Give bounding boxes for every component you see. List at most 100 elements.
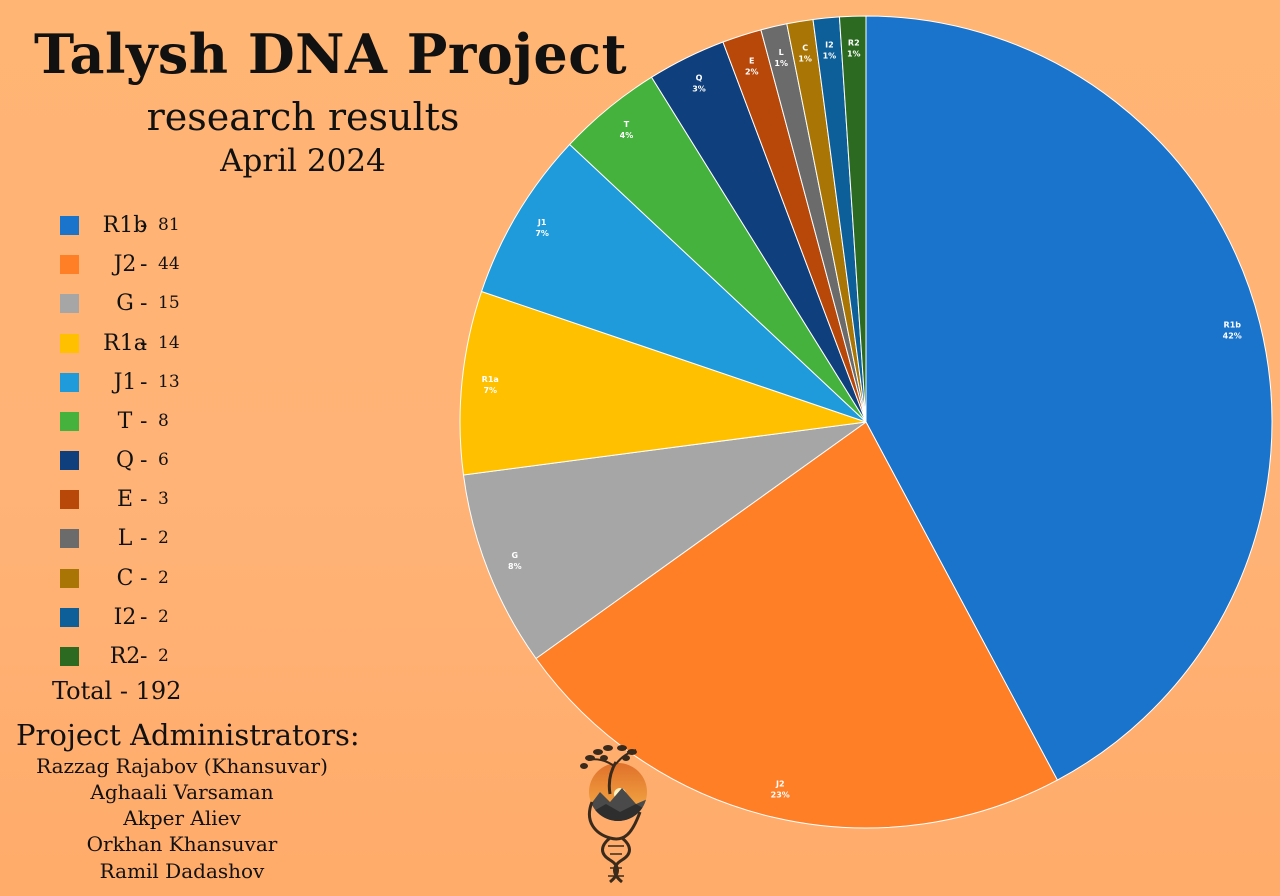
slice-label-name: Q: [696, 73, 703, 82]
legend-label: J2: [113, 251, 137, 277]
slice-label-name: R1a: [482, 375, 499, 384]
slice-label-percent: 42%: [1223, 331, 1242, 340]
admin-name: Akper Aliev: [123, 806, 241, 830]
legend-item-t: T-8: [60, 407, 169, 435]
legend-dash: -: [140, 290, 148, 316]
legend-count: 3: [158, 489, 169, 509]
legend-item-g: G -15: [60, 289, 180, 317]
legend-swatch: [60, 646, 79, 666]
legend-dash: -: [140, 486, 148, 512]
legend-count: 2: [158, 646, 169, 666]
chart-subtitle: research results: [146, 95, 460, 139]
legend-swatch: [60, 568, 79, 588]
legend-swatch: [60, 293, 79, 313]
slice-label-name: I2: [825, 40, 834, 49]
slice-label-percent: 23%: [771, 791, 790, 800]
slice-label-percent: 4%: [620, 131, 634, 140]
pie-slice-r1a: [459, 290, 867, 476]
pie-slice-j2: [535, 421, 1059, 829]
slice-label-name: T: [624, 120, 630, 129]
legend-label: R1b: [102, 212, 148, 238]
slice-label-name: C: [802, 43, 808, 52]
legend-count: 15: [158, 293, 180, 313]
legend-swatch: [60, 528, 79, 548]
legend-count: 44: [158, 254, 180, 274]
legend-label: G: [116, 290, 134, 316]
slice-label-name: L: [779, 48, 784, 57]
legend-count: 2: [158, 607, 169, 627]
admins-title: Project Administrators:: [16, 718, 360, 752]
pie-slice-j1: [480, 143, 867, 423]
legend-label: R2: [109, 643, 141, 669]
legend-total: Total - 192: [52, 677, 182, 705]
pie-slice-r2: [838, 15, 867, 423]
legend-dash: -: [140, 604, 148, 630]
legend-item-r2: R2-2: [60, 642, 169, 670]
slice-label-name: J2: [775, 780, 785, 789]
legend-count: 13: [158, 372, 180, 392]
legend-label: I2: [113, 604, 137, 630]
legend-dash: -: [140, 212, 148, 238]
legend-item-r1b: R1b -81: [60, 211, 180, 239]
slice-label-percent: 1%: [847, 50, 861, 59]
legend-dash: -: [140, 643, 148, 669]
admin-name: Orkhan Khansuvar: [86, 832, 278, 856]
legend-count: 2: [158, 568, 169, 588]
legend-dash: -: [140, 525, 148, 551]
tree-dna-logo-icon: [580, 745, 647, 884]
legend-swatch: [60, 372, 79, 392]
legend-dash: -: [140, 330, 148, 356]
legend-swatch: [60, 215, 79, 235]
admin-name: Razzag Rajabov (Khansuvar): [36, 754, 328, 778]
legend-label: R1a: [103, 330, 147, 356]
legend-label: Q: [115, 447, 135, 473]
slice-label-percent: 1%: [798, 54, 812, 63]
legend-label: E: [116, 486, 134, 512]
legend-item-j2: J2-44: [60, 250, 180, 278]
legend-count: 14: [158, 333, 180, 353]
legend-dash: -: [140, 369, 148, 395]
legend-label: C: [116, 565, 134, 591]
legend-dash: -: [140, 565, 148, 591]
legend-swatch: [60, 489, 79, 509]
legend-item-l: L-2: [60, 524, 169, 552]
legend-item-e: E-3: [60, 485, 169, 513]
legend-item-r1a: R1a -14: [60, 329, 180, 357]
legend-dash: -: [140, 408, 148, 434]
legend-count: 81: [158, 215, 180, 235]
legend-count: 2: [158, 528, 169, 548]
pie-slice-r1b: [865, 15, 1273, 781]
legend-dash: -: [140, 447, 148, 473]
legend-swatch: [60, 607, 79, 627]
slice-label-percent: 1%: [823, 51, 837, 60]
slice-label-name: E: [749, 56, 754, 65]
slice-label-percent: 7%: [483, 386, 497, 395]
legend-count: 6: [158, 450, 169, 470]
slice-label-name: R1b: [1224, 320, 1242, 329]
chart-date: April 2024: [220, 143, 386, 179]
admin-name: Aghaali Varsaman: [90, 780, 274, 804]
slice-label-percent: 7%: [535, 229, 549, 238]
slice-label-name: R2: [848, 39, 860, 48]
legend-count: 8: [158, 411, 169, 431]
slice-label-name: G: [512, 551, 519, 560]
chart-title: Talysh DNA Project: [34, 22, 628, 86]
legend-item-j1: J1-13: [60, 368, 180, 396]
legend-swatch: [60, 450, 79, 470]
legend-label: L: [117, 525, 133, 551]
admin-name: Ramil Dadashov: [99, 859, 265, 883]
legend-label: J1: [113, 369, 137, 395]
legend-item-q: Q-6: [60, 446, 169, 474]
slice-label-percent: 1%: [774, 59, 788, 68]
legend-item-c: C-2: [60, 564, 169, 592]
slice-label-percent: 2%: [745, 67, 759, 76]
slice-label-name: J1: [537, 218, 547, 227]
legend-swatch: [60, 411, 79, 431]
legend-label: T: [117, 408, 133, 434]
legend-swatch: [60, 333, 79, 353]
slice-label-percent: 3%: [692, 84, 706, 93]
legend-dash: -: [140, 251, 148, 277]
legend-swatch: [60, 254, 79, 274]
pie-slice-g: [462, 421, 867, 660]
